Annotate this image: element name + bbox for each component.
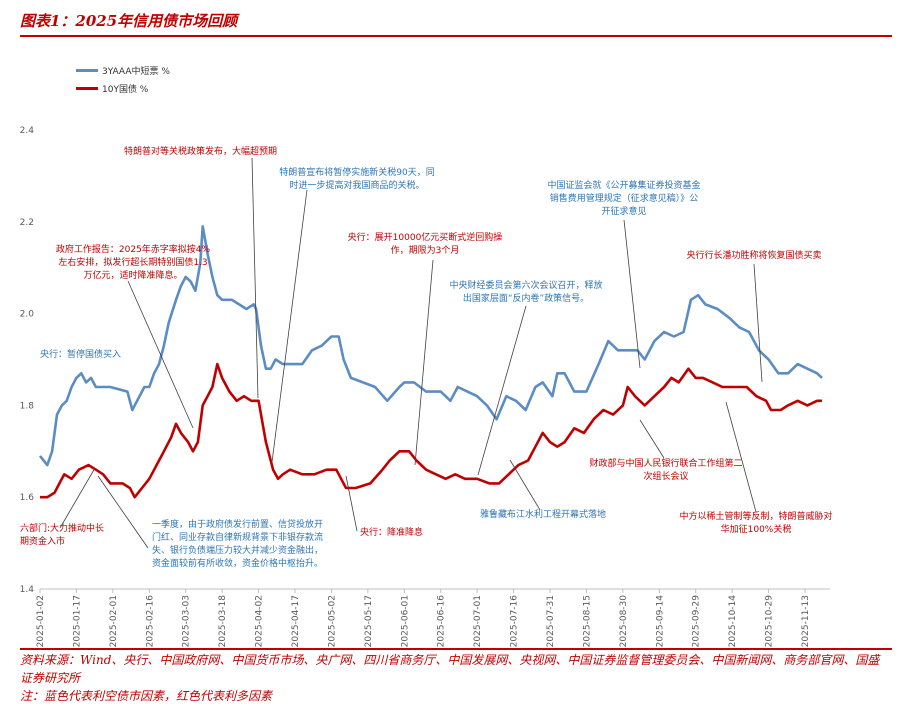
x-tick-label-9: 2025-05-17 (364, 595, 374, 647)
annotation-leader-6 (753, 263, 763, 383)
y-tick-label-0: 1.4 (20, 585, 35, 595)
annotation-text-10-2: 失、银行负债端压力较大并减少资金融出， (152, 544, 323, 556)
annotation-text-4-1: 出国家层面“反内卷”政策信号。 (463, 292, 589, 304)
annotation-text-4-0: 中央财经委员会第六次会议召开，释放 (449, 279, 602, 291)
annotation-leader-12 (509, 459, 541, 511)
footer-divider (20, 648, 892, 650)
annotation-text-7-0: 央行：暂停国债买入 (40, 348, 121, 360)
legend-item-1: 10Y国债 % (76, 82, 148, 95)
annotation-leader-11 (345, 475, 358, 532)
x-tick-label-14: 2025-07-31 (546, 595, 556, 647)
x-tick-label-15: 2025-08-15 (582, 595, 592, 647)
annotation-text-11-0: 央行：降准降息 (360, 526, 423, 538)
annotation-text-2-2: 万亿元，适时降准降息。 (83, 269, 182, 281)
annotation-text-9-1: 期资金入市 (20, 535, 65, 547)
y-tick-label-3: 2.0 (20, 310, 35, 320)
x-tick-label-7: 2025-04-17 (291, 595, 301, 647)
annotation-text-3-0: 央行：展开10000亿元买断式逆回购操 (348, 231, 503, 243)
x-tick-label-5: 2025-03-18 (218, 595, 228, 648)
x-tick-label-2: 2025-02-01 (109, 595, 119, 647)
x-tick-label-21: 2025-11-13 (801, 595, 811, 647)
legend-swatch-blue (76, 69, 98, 72)
annotation-text-2-0: 政府工作报告：2025年赤字率拟按4% (56, 243, 211, 255)
legend-item-0: 3YAAA中短票 % (76, 64, 170, 77)
annotation-leader-4 (477, 305, 527, 476)
annotation-text-5-1: 销售费用管理规定（征求意见稿）》公 (550, 192, 699, 204)
series-line-1 (40, 362, 822, 499)
annotation-text-13-0: 中方以稀土管制等反制，特朗普威胁对 (679, 510, 832, 522)
series-line-0 (38, 225, 823, 467)
annotation-leader-2 (127, 280, 194, 429)
annotation-leader-13 (725, 401, 757, 513)
x-tick-label-20: 2025-10-29 (765, 595, 775, 648)
x-tick-label-12: 2025-07-01 (473, 595, 483, 647)
annotation-leader-5 (623, 219, 641, 369)
y-tick-label-5: 2.4 (20, 126, 35, 136)
x-tick-label-17: 2025-09-14 (655, 595, 665, 648)
x-tick-label-6: 2025-04-02 (255, 595, 265, 647)
x-tick-label-18: 2025-09-29 (692, 595, 702, 648)
y-tick-label-2: 1.8 (20, 401, 35, 411)
annotation-text-12-0: 雅鲁藏布江水利工程开幕式落地 (480, 508, 606, 520)
title-divider (20, 35, 892, 37)
annotation-text-5-2: 开征求意见 (601, 205, 646, 217)
annotation-leader-1 (271, 189, 308, 463)
annotation-text-10-1: 门红、同业存款自律新规背景下非银存款流 (152, 531, 323, 543)
footnote: 注：蓝色代表利空债市因素，红色代表利多因素 (20, 689, 273, 703)
annotation-text-3-1: 作，期限为3个月 (391, 244, 460, 256)
annotation-text-0-0: 特朗普对等关税政策发布，大幅超预期 (124, 145, 277, 157)
annotation-text-10-0: 一季度，由于政府债发行前置、信贷投放开 (152, 518, 323, 530)
legend-swatch-red (76, 87, 98, 90)
annotation-text-2-1: 左右安排，拟发行超长期特别国债1.3 (58, 256, 207, 268)
legend-label-0: 3YAAA中短票 % (102, 67, 170, 77)
annotation-text-13-1: 华加征100%关税 (721, 523, 792, 535)
x-tick-label-13: 2025-07-16 (510, 595, 520, 648)
annotation-text-1-1: 时进一步提高对我国商品的关税。 (289, 179, 424, 191)
x-tick-label-3: 2025-02-16 (145, 595, 155, 648)
annotation-text-9-0: 六部门:大力推动中长 (20, 522, 104, 534)
annotation-leader-9 (59, 467, 96, 529)
y-tick-label-1: 1.6 (20, 493, 35, 503)
x-tick-label-11: 2025-06-16 (437, 595, 447, 648)
annotation-leader-3 (414, 259, 434, 466)
x-tick-label-1: 2025-01-17 (72, 595, 82, 647)
x-tick-label-16: 2025-08-30 (619, 595, 629, 648)
legend-label-1: 10Y国债 % (102, 85, 149, 95)
x-tick-label-4: 2025-03-03 (182, 595, 192, 647)
source-note: 资料来源：Wind、央行、中国政府网、中国货币市场、央广网、四川省商务厅、中国发… (20, 653, 880, 685)
annotation-leader-10 (97, 475, 149, 549)
x-tick-label-10: 2025-06-01 (400, 595, 410, 647)
annotation-leader-8 (639, 419, 665, 459)
annotation-text-8-1: 次组长会议 (643, 470, 688, 482)
annotation-text-10-3: 资金面较前有所收敛，资金价格中枢抬升。 (152, 557, 323, 569)
annotation-text-8-0: 财政部与中国人民银行联合工作组第二 (589, 457, 742, 469)
x-tick-label-8: 2025-05-02 (327, 595, 337, 647)
y-tick-label-4: 2.2 (20, 218, 34, 228)
annotation-text-6-0: 央行行长潘功胜称将恢复国债买卖 (686, 249, 821, 261)
annotation-text-5-0: 中国证监会就《公开募集证券投资基金 (547, 179, 700, 191)
x-tick-label-0: 2025-01-02 (36, 595, 46, 647)
annotation-text-1-0: 特朗普宣布将暂停实施新关税90天，同 (279, 166, 434, 178)
x-tick-label-19: 2025-10-14 (728, 595, 738, 648)
page-title: 图表1：2025年信用债市场回顾 (20, 12, 238, 30)
annotation-leader-0 (251, 157, 259, 399)
